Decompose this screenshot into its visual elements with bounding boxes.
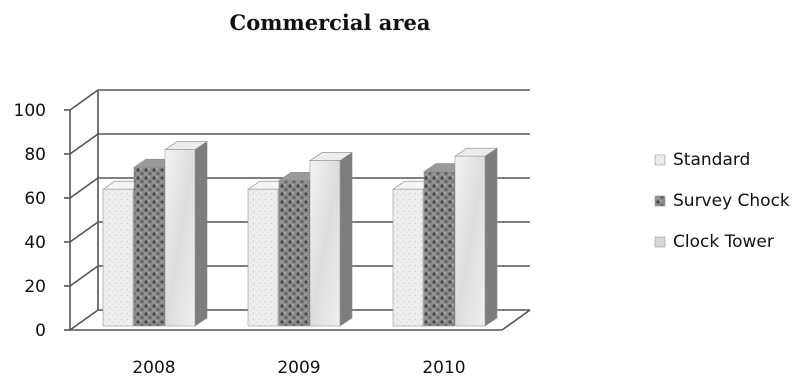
- legend-item-clock-tower: Clock Tower: [654, 232, 774, 252]
- legend-label: Survey Chock: [673, 191, 790, 211]
- bar-side: [194, 141, 208, 327]
- bar-front: [102, 188, 134, 327]
- floor-right-edge: [501, 309, 531, 331]
- gridline-side-80: [69, 133, 99, 155]
- y-tick-label: 20: [24, 277, 46, 297]
- bar-clock-tower-2010: [454, 147, 498, 327]
- bar-side: [484, 147, 498, 327]
- bar-front: [309, 160, 341, 327]
- x-tick-label: 2009: [277, 358, 320, 378]
- legend-item-standard: Standard: [654, 150, 750, 170]
- bar-front: [278, 180, 310, 327]
- x-tick-label: 2010: [422, 358, 465, 378]
- bar-clock-tower-2008: [164, 141, 208, 327]
- bar-clock-tower-2009: [309, 152, 353, 327]
- y-tick-label: 80: [24, 145, 46, 165]
- legend-swatch: [654, 195, 666, 207]
- y-tick-label: 100: [14, 101, 46, 121]
- legend: Standard Survey Chock Clock Tower: [654, 150, 790, 252]
- legend-swatch: [654, 236, 666, 248]
- chart-title: Commercial area: [230, 10, 431, 35]
- bar-side: [339, 152, 353, 327]
- bar-front: [133, 166, 165, 327]
- bar-front: [247, 188, 279, 327]
- legend-label: Standard: [673, 150, 750, 170]
- bar-front: [454, 155, 486, 327]
- gridline-side-20: [69, 265, 99, 287]
- y-tick-label: 40: [24, 233, 46, 253]
- bars: [102, 141, 498, 327]
- y-tick-label: 60: [24, 189, 46, 209]
- legend-item-survey-chock: Survey Chock: [654, 191, 790, 211]
- x-tick-label: 2008: [132, 358, 175, 378]
- gridline-side-0: [69, 309, 99, 331]
- y-axis-ticks: 0 20 40 60 80 100: [14, 101, 46, 341]
- legend-swatch: [654, 154, 666, 166]
- bar-front: [392, 188, 424, 327]
- bar-front: [423, 171, 455, 327]
- gridline-side-60: [69, 177, 99, 199]
- gridline-side-40: [69, 221, 99, 243]
- bar-front: [164, 149, 196, 327]
- legend-label: Clock Tower: [673, 232, 774, 252]
- x-axis-labels: 2008 2009 2010: [132, 358, 465, 378]
- y-tick-label: 0: [35, 321, 46, 341]
- plot-walls: [69, 90, 531, 331]
- gridline-side-100: [69, 89, 99, 111]
